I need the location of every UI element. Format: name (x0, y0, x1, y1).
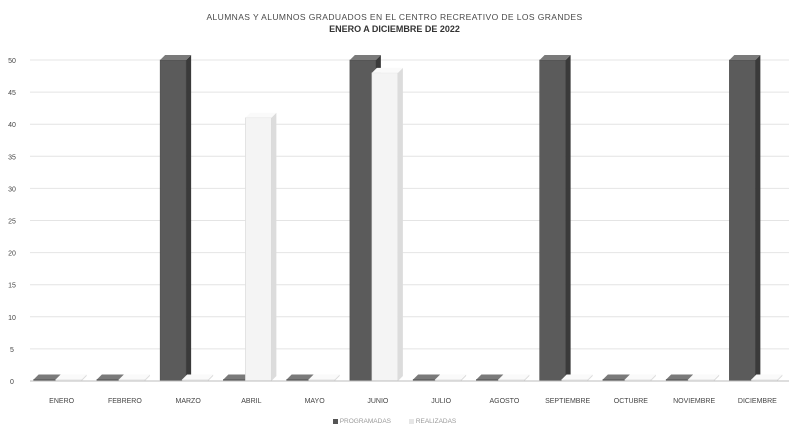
bar-top (729, 55, 761, 60)
y-tick-label: 15 (8, 283, 16, 290)
bar-side (565, 55, 571, 381)
x-tick-label: ABRIL (241, 398, 261, 405)
bar-front (349, 59, 377, 382)
legend-item-realizadas: REALIZADAS (408, 418, 457, 425)
bar-realizadas-septiembre (561, 374, 593, 382)
bar-top (498, 374, 530, 380)
x-tick-label: MAYO (305, 398, 326, 405)
bar-programadas-marzo (159, 55, 192, 382)
x-tick-label: FEBRERO (108, 398, 142, 405)
bar-side (755, 55, 761, 381)
y-tick-label: 25 (8, 219, 16, 226)
x-tick-label: AGOSTO (489, 398, 519, 405)
bar-realizadas-octubre (624, 374, 656, 382)
chart-subtitle: ENERO A DICIEMBRE DE 2022 (329, 24, 460, 34)
bar-side (524, 374, 530, 381)
bar-side (714, 374, 720, 381)
bar-realizadas-diciembre (751, 374, 783, 382)
bar-front (159, 59, 187, 382)
x-tick-label: SEPTIEMBRE (545, 398, 590, 405)
legend-item-programadas: PROGRAMADAS (332, 418, 391, 425)
bar-top (435, 374, 467, 380)
legend-label-programadas: PROGRAMADAS (339, 418, 391, 425)
bar-top (688, 374, 720, 380)
bar-top (55, 374, 87, 380)
bar-top (160, 55, 192, 60)
bar-realizadas-marzo (181, 374, 214, 382)
bar-side (271, 112, 277, 381)
bar-side (587, 374, 593, 381)
x-tick-label: OCTUBRE (614, 398, 649, 405)
bar-top (561, 374, 593, 380)
bar-side (777, 374, 783, 381)
y-tick-label: 20 (8, 251, 16, 258)
bar-top (245, 112, 277, 118)
bar-top (751, 374, 783, 380)
bar-side (334, 374, 340, 381)
bar-side (208, 374, 214, 381)
bar-side (650, 374, 656, 381)
y-tick-label: 10 (8, 315, 16, 322)
bar-realizadas-julio (434, 374, 467, 382)
bar-programadas-diciembre (729, 55, 761, 382)
y-tick-label: 40 (8, 122, 16, 129)
bar-front (371, 72, 399, 382)
bar-side (397, 67, 403, 381)
y-tick-label: 35 (8, 154, 16, 161)
bar-realizadas-febrero (118, 374, 150, 382)
bar-side (144, 374, 150, 381)
chart-legend: PROGRAMADAS REALIZADAS (0, 418, 789, 425)
bar-top (118, 374, 150, 380)
bar-front (729, 59, 756, 382)
bar-programadas-septiembre (539, 55, 571, 382)
bar-realizadas-mayo (308, 374, 340, 382)
x-tick-label: JULIO (431, 398, 451, 405)
bar-realizadas-junio (371, 67, 403, 382)
y-tick-label: 30 (8, 186, 16, 193)
bar-front (539, 59, 566, 382)
bar-side (186, 55, 192, 381)
bar-realizadas-agosto (498, 374, 530, 382)
legend-label-realizadas: REALIZADAS (415, 418, 457, 425)
x-tick-label: JUNIO (367, 398, 389, 405)
bar-top (539, 55, 571, 60)
bar-side (81, 374, 87, 381)
x-tick-label: NOVIEMBRE (673, 398, 715, 405)
bar-realizadas-enero (55, 374, 87, 382)
bar-side (461, 374, 467, 381)
y-tick-label: 45 (8, 90, 16, 97)
bar-top (349, 55, 381, 60)
chart-title: ALUMNAS Y ALUMNOS GRADUADOS EN EL CENTRO… (206, 12, 583, 22)
bar-top (371, 67, 403, 73)
bar-top (308, 374, 340, 380)
y-tick-label: 50 (8, 58, 16, 65)
x-tick-label: DICIEMBRE (738, 398, 777, 405)
bar-realizadas-abril (245, 112, 277, 382)
y-tick-label: 5 (10, 347, 14, 354)
bar-top (182, 374, 214, 380)
y-tick-label: 0 (10, 379, 14, 386)
bar-front (245, 117, 272, 382)
bar-realizadas-noviembre (687, 374, 720, 382)
x-tick-label: MARZO (175, 398, 201, 405)
x-tick-label: ENERO (49, 398, 74, 405)
bar-top (624, 374, 656, 380)
